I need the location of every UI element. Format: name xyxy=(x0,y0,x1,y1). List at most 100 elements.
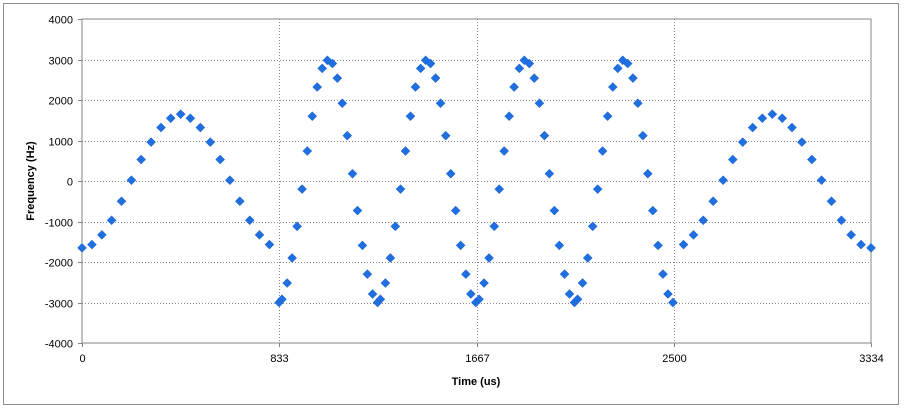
data-point xyxy=(380,278,391,288)
y-axis-title: Frequency (Hz) xyxy=(25,141,37,221)
data-point xyxy=(663,289,673,299)
data-point xyxy=(708,196,719,207)
data-point xyxy=(622,58,633,69)
data-point xyxy=(332,73,343,83)
data-points xyxy=(77,55,876,308)
data-point xyxy=(400,146,411,156)
data-point xyxy=(767,109,778,120)
y-tick-label: 4000 xyxy=(49,15,73,27)
data-point xyxy=(572,294,583,305)
data-point xyxy=(435,98,446,109)
grid-lines xyxy=(82,19,871,343)
data-point xyxy=(136,154,147,165)
data-point xyxy=(597,146,608,156)
y-tick-label: -1000 xyxy=(45,218,73,230)
x-tick-label: 1667 xyxy=(465,353,489,365)
data-point xyxy=(302,146,313,156)
data-point xyxy=(504,111,515,122)
data-point xyxy=(633,98,643,109)
data-point xyxy=(534,98,545,109)
data-point xyxy=(244,215,255,226)
data-point xyxy=(499,146,510,156)
data-point xyxy=(445,168,456,179)
data-point xyxy=(327,58,338,69)
y-tick-label: 1000 xyxy=(49,137,73,149)
data-point xyxy=(628,73,638,83)
data-point xyxy=(856,239,866,250)
data-point xyxy=(146,137,156,147)
data-point xyxy=(165,113,176,124)
data-point xyxy=(474,294,484,305)
data-point xyxy=(826,196,837,207)
data-point xyxy=(97,230,107,240)
data-point xyxy=(195,122,206,133)
y-tick-label: 3000 xyxy=(49,56,73,68)
x-tick-label: 2500 xyxy=(662,353,686,365)
data-point xyxy=(175,109,186,120)
data-point xyxy=(489,221,500,232)
data-point xyxy=(425,58,436,69)
data-point xyxy=(234,196,245,207)
data-point xyxy=(509,82,519,92)
data-point xyxy=(564,289,575,299)
data-point xyxy=(602,111,613,122)
data-point xyxy=(205,137,216,147)
y-tick-label: -4000 xyxy=(45,339,73,351)
data-point xyxy=(405,111,416,122)
data-point xyxy=(225,175,235,186)
data-point xyxy=(866,242,876,253)
data-point xyxy=(544,168,555,179)
data-point xyxy=(727,154,738,165)
data-point xyxy=(307,111,318,122)
x-tick-label: 0 xyxy=(79,353,85,365)
data-point xyxy=(846,230,856,240)
data-point xyxy=(395,184,406,194)
data-point xyxy=(465,289,476,299)
data-point xyxy=(612,63,623,74)
data-point xyxy=(777,113,788,124)
data-point xyxy=(282,278,293,288)
data-point xyxy=(264,239,275,250)
data-point xyxy=(718,175,728,186)
data-point xyxy=(337,98,348,109)
data-point xyxy=(362,269,373,280)
data-point xyxy=(647,205,658,216)
data-point xyxy=(607,82,618,92)
data-point xyxy=(287,253,298,263)
data-point xyxy=(549,205,560,216)
data-point xyxy=(385,253,396,263)
data-point xyxy=(375,294,386,305)
data-point xyxy=(77,242,87,253)
data-point xyxy=(357,240,368,251)
data-point xyxy=(312,82,323,92)
data-point xyxy=(440,130,451,141)
data-point xyxy=(410,82,421,92)
data-point xyxy=(577,278,588,288)
y-tick-label: -3000 xyxy=(45,299,73,311)
data-point xyxy=(367,289,378,299)
data-point xyxy=(347,168,358,179)
data-point xyxy=(668,297,678,308)
data-point xyxy=(678,239,689,250)
data-point xyxy=(455,240,466,251)
axes: -4000 -3000 -2000 -1000 0 1000 2000 3000 4000 0 83… xyxy=(45,15,884,366)
data-point xyxy=(342,130,353,141)
data-point xyxy=(460,269,471,280)
data-point xyxy=(658,269,668,280)
data-point xyxy=(450,205,461,216)
data-point xyxy=(592,184,603,194)
x-axis-title: Time (us) xyxy=(452,376,501,388)
data-point xyxy=(797,137,807,147)
x-tick-label: 833 xyxy=(270,353,288,365)
data-point xyxy=(698,215,709,226)
data-point xyxy=(514,63,525,74)
y-tick-label: -2000 xyxy=(45,258,73,270)
data-point xyxy=(587,221,598,232)
data-point xyxy=(106,215,117,226)
data-point xyxy=(415,63,426,74)
data-point xyxy=(317,63,328,74)
data-point xyxy=(757,113,768,124)
data-point xyxy=(297,184,307,194)
data-point xyxy=(479,278,489,288)
